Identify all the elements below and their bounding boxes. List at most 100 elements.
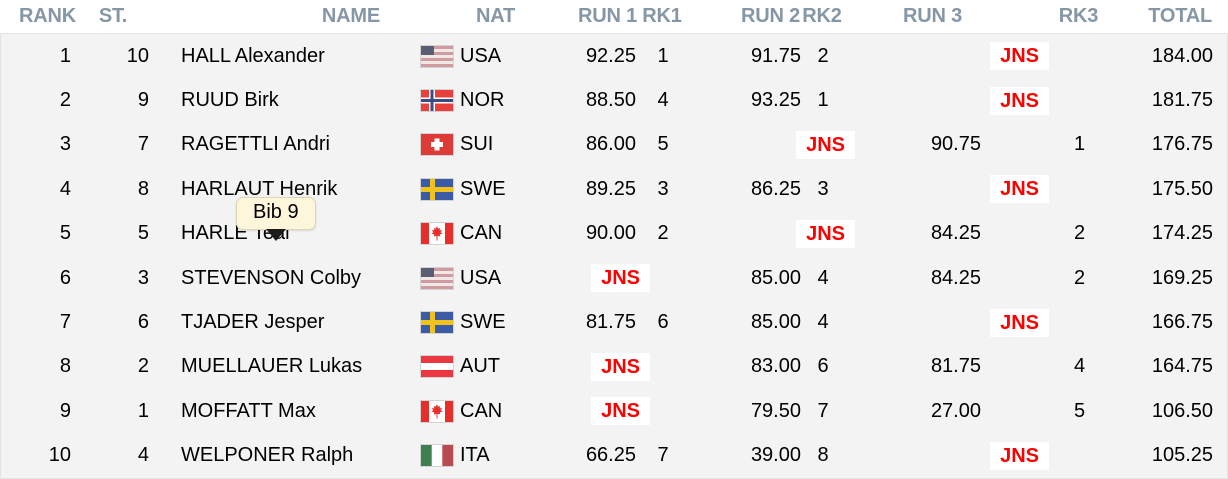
run3-score-cell: 84.25 bbox=[930, 266, 981, 289]
flag-usa-icon bbox=[421, 267, 453, 289]
athlete-name-cell: MUELLAUER Lukas bbox=[181, 355, 363, 378]
athlete-name-cell: RAGETTLI Andri bbox=[181, 133, 330, 156]
table-row[interactable]: 10 4 WELPONER Ralph ITA 66.25 7 39.00 8 … bbox=[1, 434, 1227, 478]
table-row[interactable]: 2 9 RUUD Birk NOR 88.50 4 93.25 1 JNS 18… bbox=[1, 78, 1227, 122]
table-row[interactable]: 3 7 RAGETTLI Andri SUI 86.00 5 JNS 90.75… bbox=[1, 123, 1227, 167]
jns-badge: JNS bbox=[990, 308, 1049, 337]
run2-score-cell: 85.00 bbox=[750, 311, 801, 334]
nation-code: CAN bbox=[460, 222, 503, 245]
run1-score-cell: JNS bbox=[561, 264, 650, 293]
nation-cell: ITA bbox=[381, 444, 561, 467]
table-row[interactable]: 7 6 TJADER Jesper SWE 81.75 6 85.00 4 JN… bbox=[1, 300, 1227, 344]
bib-tooltip-text: Bib 9 bbox=[253, 201, 299, 223]
nation-cell: AUT bbox=[381, 355, 561, 378]
nation-cell: NOR bbox=[381, 89, 561, 112]
athlete-name-cell: MOFFATT Max bbox=[181, 399, 316, 422]
rank-cell: 5 bbox=[59, 222, 71, 245]
table-row[interactable]: 5 5 HARLE Teal CAN 90.00 2 JNS 84.25 2 1… bbox=[1, 212, 1227, 256]
run3-rank-cell: 5 bbox=[1073, 399, 1086, 422]
flag-usa-icon bbox=[421, 45, 453, 67]
rank-cell: 10 bbox=[48, 444, 71, 467]
rank-cell: 6 bbox=[59, 266, 71, 289]
nation-code: CAN bbox=[460, 399, 503, 422]
flag-swe-icon bbox=[421, 312, 453, 334]
results-table-body: 1 10 HALL Alexander USA 92.25 1 91.75 2 … bbox=[0, 33, 1228, 479]
run3-score-cell: JNS bbox=[843, 308, 1049, 337]
run1-rank-cell: 3 bbox=[657, 177, 669, 200]
total-score-cell: 184.00 bbox=[1151, 44, 1213, 67]
nation-cell: CAN bbox=[381, 222, 561, 245]
run3-score-cell: JNS bbox=[843, 42, 1049, 71]
table-row[interactable]: 1 10 HALL Alexander USA 92.25 1 91.75 2 … bbox=[1, 34, 1227, 78]
column-header-rk2: RK2 bbox=[802, 5, 842, 27]
run1-score-cell: 66.25 bbox=[585, 444, 636, 467]
rank-cell: 9 bbox=[59, 399, 71, 422]
rank-cell: 7 bbox=[59, 311, 71, 334]
run2-score-cell: 93.25 bbox=[750, 89, 801, 112]
jns-badge: JNS bbox=[990, 86, 1049, 115]
column-header-rk3: RK3 bbox=[1058, 5, 1099, 27]
jns-badge: JNS bbox=[591, 352, 650, 381]
run2-rank-cell: 2 bbox=[817, 44, 829, 67]
run1-rank-cell: 2 bbox=[657, 222, 669, 245]
run3-score-cell: JNS bbox=[843, 175, 1049, 204]
run2-rank-cell: 8 bbox=[817, 444, 829, 467]
nation-cell: CAN bbox=[381, 400, 561, 423]
run2-score-cell: 86.25 bbox=[750, 177, 801, 200]
start-number-cell: 7 bbox=[137, 133, 149, 156]
total-score-cell: 176.75 bbox=[1151, 133, 1213, 156]
start-number-cell: 9 bbox=[137, 89, 149, 112]
nation-code: SUI bbox=[460, 133, 494, 156]
start-number-cell: 2 bbox=[137, 355, 149, 378]
run3-rank-cell: 1 bbox=[1073, 133, 1086, 156]
run1-rank-cell: 5 bbox=[657, 133, 669, 156]
jns-badge: JNS bbox=[796, 219, 855, 248]
nation-code: ITA bbox=[460, 444, 490, 467]
table-row[interactable]: 4 8 HARLAUT Henrik SWE 89.25 3 86.25 3 J… bbox=[1, 167, 1227, 211]
run1-score-cell: 81.75 bbox=[585, 311, 636, 334]
run1-score-cell: 89.25 bbox=[585, 177, 636, 200]
table-row[interactable]: 9 1 MOFFATT Max CAN JNS 79.50 7 27.00 5 … bbox=[1, 389, 1227, 433]
athlete-name-cell: TJADER Jesper bbox=[181, 311, 325, 334]
table-row[interactable]: 6 3 STEVENSON Colby USA JNS 85.00 4 84.2… bbox=[1, 256, 1227, 300]
jns-badge: JNS bbox=[591, 264, 650, 293]
run2-rank-cell: 4 bbox=[817, 311, 829, 334]
run2-score-cell: 79.50 bbox=[750, 399, 801, 422]
rank-cell: 8 bbox=[59, 355, 71, 378]
total-score-cell: 181.75 bbox=[1151, 89, 1213, 112]
column-header-run1: RUN 1 bbox=[577, 5, 637, 27]
column-header-name: NAME bbox=[321, 5, 380, 27]
run1-score-cell: 86.00 bbox=[585, 133, 636, 156]
run3-score-cell: JNS bbox=[843, 441, 1049, 470]
total-score-cell: 169.25 bbox=[1151, 266, 1213, 289]
start-number-cell: 3 bbox=[137, 266, 149, 289]
run2-score-cell: 83.00 bbox=[750, 355, 801, 378]
jns-badge: JNS bbox=[990, 175, 1049, 204]
column-header-nation: NAT bbox=[475, 5, 515, 27]
rank-cell: 3 bbox=[59, 133, 71, 156]
start-number-cell: 10 bbox=[126, 44, 149, 67]
total-score-cell: 174.25 bbox=[1151, 222, 1213, 245]
run1-score-cell: JNS bbox=[561, 397, 650, 426]
run2-rank-cell: 3 bbox=[817, 177, 829, 200]
run2-rank-cell: 1 bbox=[817, 89, 829, 112]
run3-score-cell: JNS bbox=[843, 86, 1049, 115]
rank-cell: 2 bbox=[59, 89, 71, 112]
column-header-run3: RUN 3 bbox=[902, 5, 962, 27]
start-number-cell: 8 bbox=[137, 177, 149, 200]
run3-rank-cell: 4 bbox=[1073, 355, 1086, 378]
nation-code: USA bbox=[460, 266, 502, 289]
table-row[interactable]: 8 2 MUELLAUER Lukas AUT JNS 83.00 6 81.7… bbox=[1, 345, 1227, 389]
run1-score-cell: 88.50 bbox=[585, 89, 636, 112]
column-header-rk1: RK1 bbox=[642, 5, 682, 27]
total-score-cell: 164.75 bbox=[1151, 355, 1213, 378]
run3-score-cell: 81.75 bbox=[930, 355, 981, 378]
flag-can-icon bbox=[421, 223, 453, 245]
total-score-cell: 105.25 bbox=[1151, 444, 1213, 467]
nation-cell: USA bbox=[381, 45, 561, 68]
start-number-cell: 4 bbox=[137, 444, 149, 467]
flag-nor-icon bbox=[421, 90, 453, 112]
nation-cell: SWE bbox=[381, 311, 561, 334]
run1-score-cell: 92.25 bbox=[585, 44, 636, 67]
start-number-cell: 1 bbox=[137, 399, 149, 422]
